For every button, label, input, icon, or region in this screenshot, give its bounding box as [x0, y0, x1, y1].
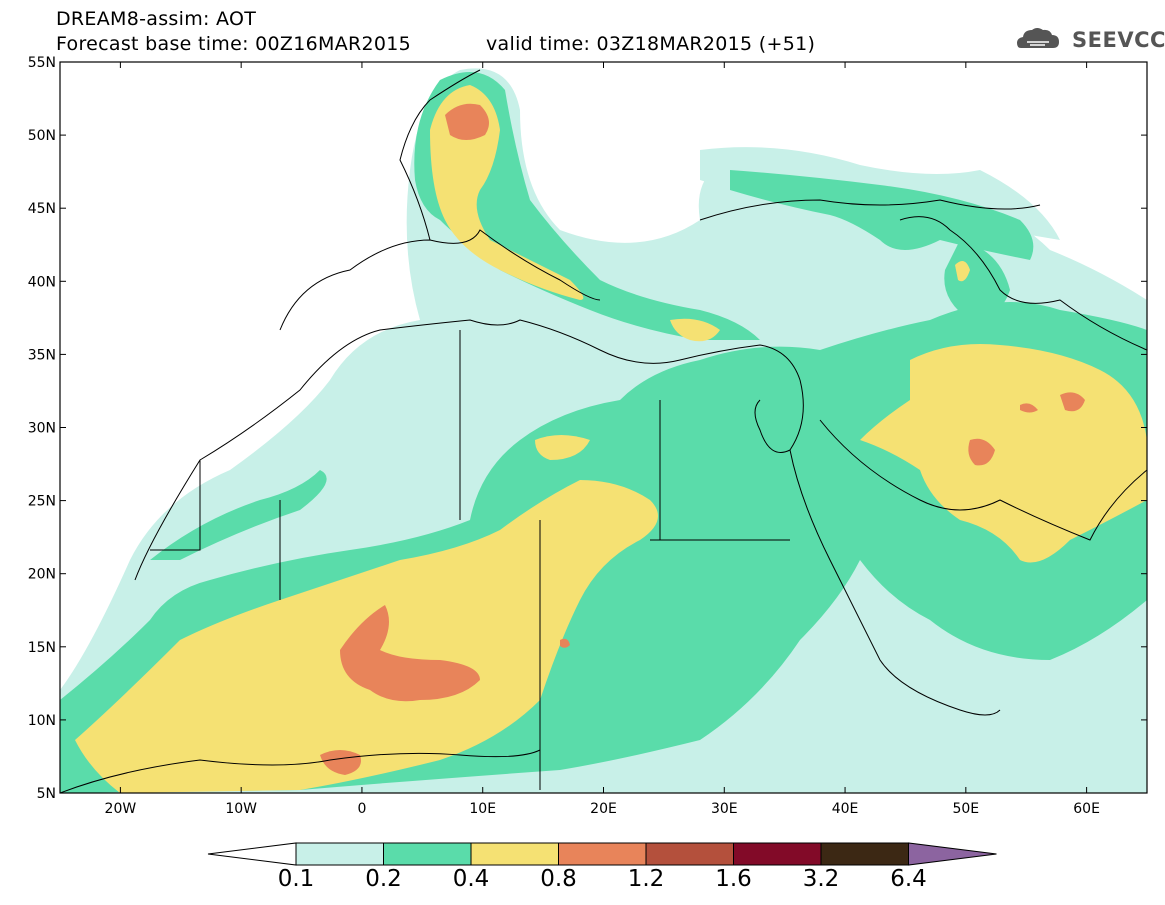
lon-label: 10W — [225, 801, 257, 817]
map-title: DREAM8-assim: AOT — [56, 8, 257, 30]
colorbar-label: 1.6 — [715, 866, 752, 892]
valid-time: valid time: 03Z18MAR2015 (+51) — [486, 33, 816, 55]
colorbar-upper-arrow — [908, 842, 997, 866]
lat-label: 15N — [28, 640, 56, 656]
colorbar-swatch — [645, 842, 734, 866]
lon-label: 20E — [590, 801, 617, 817]
lat-label: 30N — [28, 421, 56, 437]
lat-label: 50N — [28, 128, 56, 144]
lat-label: 40N — [28, 274, 56, 290]
colorbar-label: 3.2 — [802, 866, 840, 892]
lon-label: 60E — [1073, 801, 1100, 817]
lon-label: 50E — [952, 801, 979, 817]
longitude-axis: 20W 10W 0 10E 20E 30E 40E 50E 60E — [105, 62, 1100, 817]
colorbar-label: 6.4 — [890, 866, 927, 892]
lat-label: 25N — [28, 494, 56, 510]
lat-label: 5N — [37, 786, 56, 802]
lat-label: 20N — [28, 567, 56, 583]
colorbar-swatch — [820, 842, 909, 866]
aot-field — [60, 68, 1147, 793]
coastlines — [60, 69, 1147, 793]
colorbar-swatch — [295, 842, 384, 866]
cloud-logo-icon — [1017, 28, 1059, 48]
lon-label: 10E — [469, 801, 496, 817]
colorbar-label: 0.1 — [277, 866, 315, 892]
colorbar-swatch — [383, 842, 472, 866]
lat-label: 45N — [28, 201, 56, 217]
lat-label: 10N — [28, 713, 56, 729]
colorbar-swatch — [470, 842, 559, 866]
logo-text: SEEVCCC — [1072, 28, 1165, 52]
lon-label: 20W — [105, 801, 137, 817]
aot-contour-0.8 — [340, 605, 480, 702]
colorbar-lower-arrow — [207, 842, 297, 866]
lon-label: 30E — [711, 801, 738, 817]
colorbar-label: 0.2 — [365, 866, 402, 892]
lon-label: 0 — [357, 801, 366, 817]
colorbar-label: 0.8 — [540, 866, 577, 892]
colorbar-label: 1.2 — [627, 866, 665, 892]
lat-label: 55N — [28, 55, 56, 71]
lon-label: 40E — [832, 801, 859, 817]
colorbar-swatch — [733, 842, 822, 866]
colorbar-label: 0.4 — [452, 866, 490, 892]
forecast-base-time: Forecast base time: 00Z16MAR2015 — [56, 33, 412, 55]
colorbar-swatch — [558, 842, 647, 866]
colorbar — [207, 842, 997, 866]
lat-label: 35N — [28, 347, 56, 363]
latitude-axis: 55N 50N 45N 40N 35N 30N 25N 20N 15N 10N 5N — [28, 55, 1147, 802]
